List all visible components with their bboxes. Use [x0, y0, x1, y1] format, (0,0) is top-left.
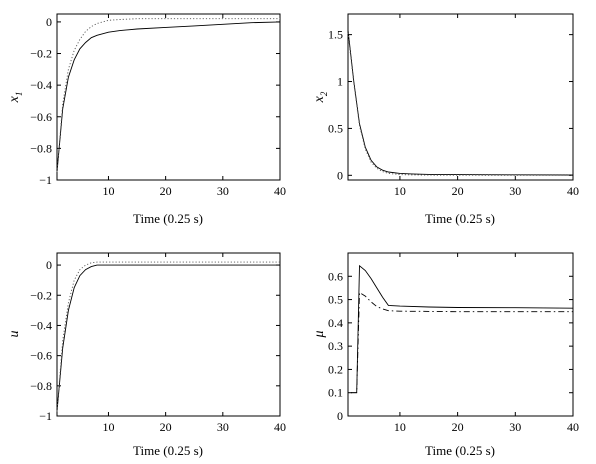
- y-tick-label: 0: [46, 15, 52, 29]
- axes-box: [56, 13, 281, 181]
- y-axis-label-main: u: [7, 331, 22, 338]
- y-axis-label: μ: [312, 330, 327, 338]
- x-axis-label: Time (0.25 s): [425, 443, 495, 458]
- series-line-dotted: [56, 18, 280, 173]
- y-tick-label: 0.1: [328, 386, 343, 400]
- chart-x1: 10 20 30 40 0 −0.2 −0.4 −0.6 −0.8 −1 Time (0.25 s)…: [7, 13, 286, 226]
- chart-u: 10 20 30 40 0 −0.2 −0.4 −0.6 −0.8 −1 Time (0.25 s)…: [7, 252, 286, 458]
- series-line-solid: [56, 21, 281, 173]
- y-tick-label: 1.5: [328, 28, 343, 42]
- y-tick-label: −0.4: [30, 78, 52, 92]
- y-tick-label: 0: [337, 168, 343, 182]
- x-tick-label: 40: [567, 184, 579, 198]
- axes-box: [347, 252, 574, 417]
- y-tick-label: 0.5: [328, 293, 343, 307]
- axes-box: [56, 252, 281, 417]
- x-tick-label: 10: [394, 420, 406, 434]
- y-tick-label: 0.2: [328, 362, 343, 376]
- y-tick-label: −0.8: [30, 379, 52, 393]
- x-tick-label: 10: [102, 184, 114, 198]
- y-tick-label: −0.2: [30, 288, 52, 302]
- y-tick-label: 0.6: [328, 269, 343, 283]
- chart-mu: 10 20 30 40 0 0.1 0.2 0.3 0.4 0.5 0.6 Time (0.25 s)…: [312, 252, 579, 458]
- x-tick-label: 20: [160, 420, 172, 434]
- series-line-solid: [350, 264, 574, 394]
- y-axis-label-main: x: [312, 95, 327, 103]
- series-line-solid: [347, 29, 574, 176]
- x-tick-label: 40: [274, 420, 286, 434]
- y-tick-label: −1: [39, 173, 52, 187]
- y-tick-label: 0: [337, 409, 343, 423]
- y-tick-label: −0.6: [30, 349, 52, 363]
- y-tick-label: −0.8: [30, 141, 52, 155]
- y-tick-label: 0.3: [328, 339, 343, 353]
- y-axis-label: x2: [312, 91, 329, 103]
- series-line-solid: [56, 264, 280, 412]
- y-tick-label: 0.5: [328, 121, 343, 135]
- y-axis-label-subscript: 1: [14, 92, 24, 97]
- x-tick-label: 10: [394, 184, 406, 198]
- x-tick-label: 40: [567, 420, 579, 434]
- x-tick-label: 30: [217, 420, 229, 434]
- series-line-dotted: [56, 261, 280, 412]
- x-tick-label: 30: [217, 184, 229, 198]
- x-tick-label: 40: [274, 184, 286, 198]
- series-line-dotted: [347, 32, 573, 176]
- y-axis-label-main: μ: [312, 330, 327, 338]
- x-tick-label: 10: [102, 420, 114, 434]
- x-axis-label: Time (0.25 s): [425, 211, 495, 226]
- x-tick-label: 20: [452, 184, 464, 198]
- y-tick-label: −0.2: [30, 47, 52, 61]
- y-axis-label: x1: [7, 92, 24, 104]
- x-axis-label: Time (0.25 s): [133, 443, 203, 458]
- axes-box: [347, 13, 574, 181]
- y-tick-label: −0.4: [30, 318, 52, 332]
- x-tick-label: 20: [452, 420, 464, 434]
- y-tick-label: −0.6: [30, 110, 52, 124]
- y-tick-label: 0: [46, 258, 52, 272]
- y-tick-label: −1: [39, 409, 52, 423]
- y-axis-label-main: x: [7, 95, 22, 103]
- x-tick-label: 20: [160, 184, 172, 198]
- y-axis-label-subscript: 2: [319, 91, 329, 96]
- chart-x2: 10 20 30 40 0 0.5 1 1.5 Time (0.25 s) x2: [312, 13, 579, 226]
- y-axis-label: u: [7, 331, 22, 338]
- x-tick-label: 30: [509, 184, 521, 198]
- y-tick-label: 1: [337, 75, 343, 89]
- y-tick-label: 0.4: [328, 316, 343, 330]
- x-axis-label: Time (0.25 s): [133, 211, 203, 226]
- x-tick-label: 30: [509, 420, 521, 434]
